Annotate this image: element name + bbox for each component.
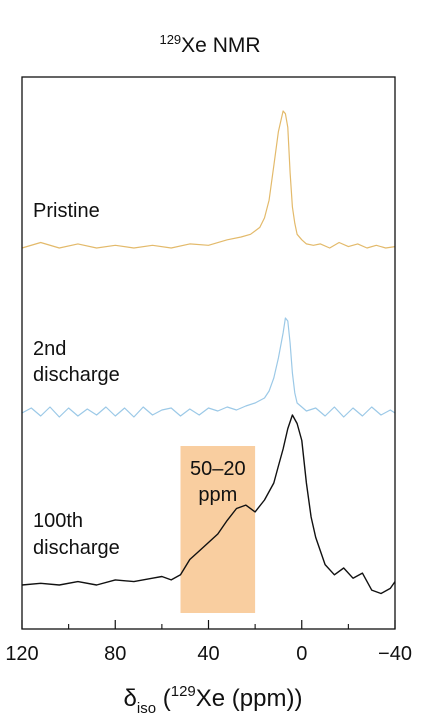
xlabel-open: ( [156,685,171,712]
series-line-2nd-discharge [21,317,396,418]
series-label-pristine: Pristine [33,200,100,222]
x-axis-label: δiso (129Xe (ppm)) [124,683,303,717]
xlabel-subscript: iso [137,700,156,717]
xlabel-delta: δ [124,685,137,712]
tick-layer: 120 80 40 0 −40 [5,620,412,665]
highlight-label-line2: ppm [198,484,237,506]
highlight-region [180,446,256,613]
series-layer [21,110,396,595]
xlabel-rest: Xe (ppm)) [196,685,303,712]
title-text: Xe NMR [181,34,260,57]
series-label-2nd-line2: discharge [33,364,120,386]
x-tick-label: −40 [378,643,412,665]
series-label-100th-line1: 100th [33,510,83,532]
x-tick-label: 0 [296,643,307,665]
x-tick-label: 40 [197,643,219,665]
x-tick-label: 80 [104,643,126,665]
xlabel-isotope-superscript: 129 [171,683,196,700]
series-label-2nd-line1: 2nd [33,338,66,360]
x-tick-label: 120 [5,643,38,665]
series-label-100th-line2: discharge [33,537,120,559]
series-line-100th-discharge [21,414,396,595]
highlight-label-line1: 50–20 [190,458,246,480]
title-isotope-superscript: 129 [159,32,181,47]
series-line-pristine [21,110,396,249]
chart-title: 129Xe NMR [159,32,260,57]
